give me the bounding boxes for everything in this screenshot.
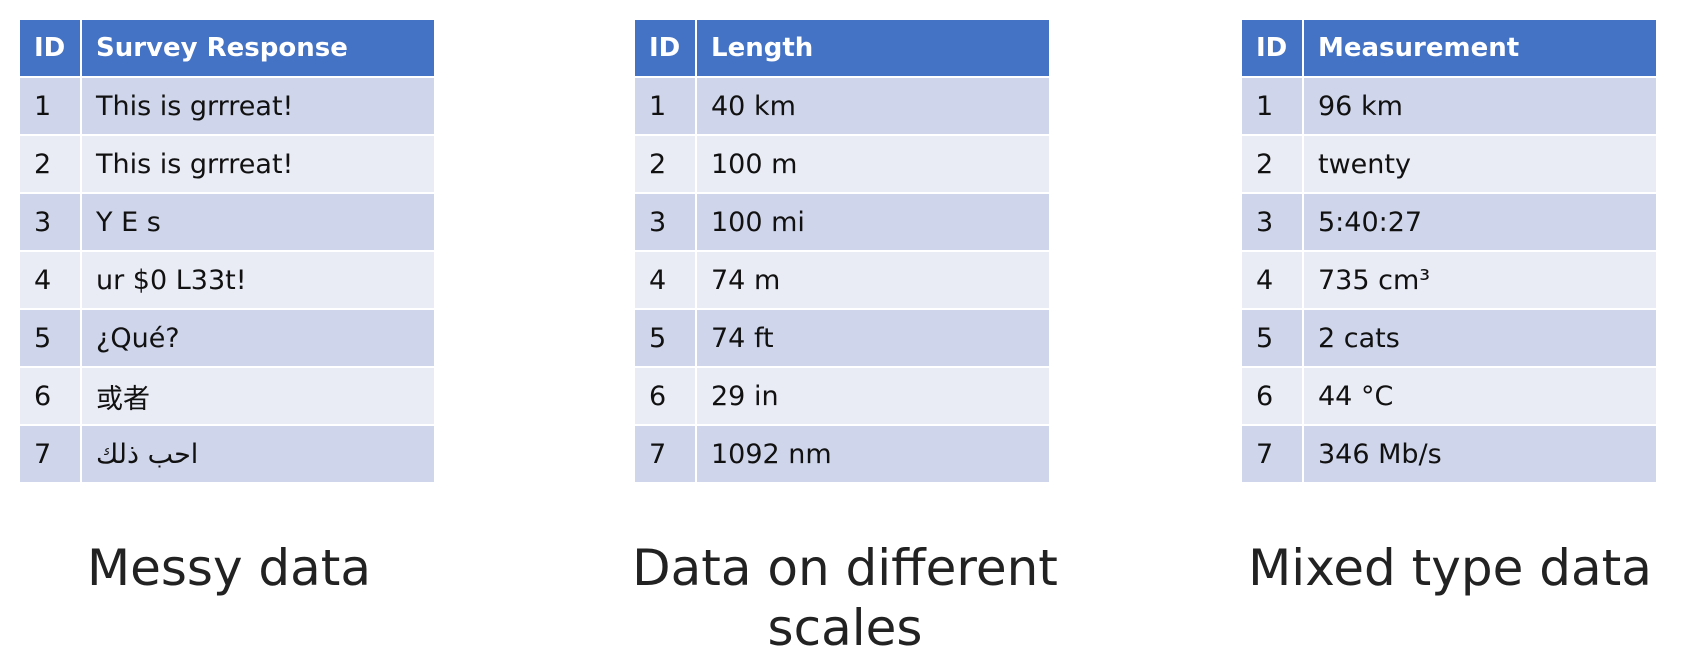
table-header-row: ID Length	[635, 20, 1049, 76]
table-row: 7 1092 nm	[635, 426, 1049, 482]
mixed-type-panel: ID Measurement 1 96 km 2 twenty 3 5:40:27 4 735…	[1242, 20, 1660, 484]
id-column-header: ID	[1242, 20, 1302, 76]
table-row: 1 This is grrreat!	[20, 78, 434, 134]
id-cell: 2	[20, 136, 80, 192]
table-row: 4 ur $0 L33t!	[20, 252, 434, 308]
id-cell: 6	[635, 368, 695, 424]
table-row: 6 或者	[20, 368, 434, 424]
table-row: 2 This is grrreat!	[20, 136, 434, 192]
different-scales-panel: ID Length 1 40 km 2 100 m 3 100 mi 4 74 m 5 74 ft…	[635, 20, 1053, 484]
value-cell: This is grrreat!	[82, 78, 434, 134]
id-column-header: ID	[635, 20, 695, 76]
survey-response-column-header: Survey Response	[82, 20, 434, 76]
value-cell: 2 cats	[1304, 310, 1656, 366]
id-cell: 5	[1242, 310, 1302, 366]
table-row: 4 74 m	[635, 252, 1049, 308]
id-cell: 3	[1242, 194, 1302, 250]
id-cell: 6	[20, 368, 80, 424]
table-row: 3 100 mi	[635, 194, 1049, 250]
value-cell: 29 in	[697, 368, 1049, 424]
id-cell: 4	[20, 252, 80, 308]
table-row: 7 346 Mb/s	[1242, 426, 1656, 482]
table-header-row: ID Survey Response	[20, 20, 434, 76]
table-row: 7 احب ذلك	[20, 426, 434, 482]
id-cell: 1	[20, 78, 80, 134]
length-column-header: Length	[697, 20, 1049, 76]
value-cell: 1092 nm	[697, 426, 1049, 482]
value-cell: 44 °C	[1304, 368, 1656, 424]
value-cell: 735 cm³	[1304, 252, 1656, 308]
id-cell: 3	[20, 194, 80, 250]
value-cell: 100 mi	[697, 194, 1049, 250]
table-row: 5 74 ft	[635, 310, 1049, 366]
id-cell: 3	[635, 194, 695, 250]
length-table: ID Length 1 40 km 2 100 m 3 100 mi 4 74 m 5 74 ft…	[633, 18, 1051, 484]
id-cell: 2	[1242, 136, 1302, 192]
id-cell: 4	[635, 252, 695, 308]
id-cell: 4	[1242, 252, 1302, 308]
measurement-column-header: Measurement	[1304, 20, 1656, 76]
messy-data-panel: ID Survey Response 1 This is grrreat! 2 Thi…	[20, 20, 438, 484]
value-cell: احب ذلك	[82, 426, 434, 482]
value-cell: 74 m	[697, 252, 1049, 308]
table-row: 1 96 km	[1242, 78, 1656, 134]
table-row: 5 ¿Qué?	[20, 310, 434, 366]
measurement-table: ID Measurement 1 96 km 2 twenty 3 5:40:27 4 735…	[1240, 18, 1658, 484]
mixed-type-caption: Mixed type data	[1248, 539, 1652, 597]
id-cell: 1	[635, 78, 695, 134]
value-cell: This is grrreat!	[82, 136, 434, 192]
survey-response-table: ID Survey Response 1 This is grrreat! 2 Thi…	[18, 18, 436, 484]
value-cell: ¿Qué?	[82, 310, 434, 366]
value-cell: 40 km	[697, 78, 1049, 134]
value-cell: 或者	[82, 368, 434, 424]
id-cell: 6	[1242, 368, 1302, 424]
id-cell: 5	[635, 310, 695, 366]
table-row: 6 44 °C	[1242, 368, 1656, 424]
table-header-row: ID Measurement	[1242, 20, 1656, 76]
table-row: 3 5:40:27	[1242, 194, 1656, 250]
table-row: 4 735 cm³	[1242, 252, 1656, 308]
value-cell: twenty	[1304, 136, 1656, 192]
table-row: 2 100 m	[635, 136, 1049, 192]
id-cell: 1	[1242, 78, 1302, 134]
messy-data-caption: Messy data	[86, 539, 372, 597]
value-cell: ur $0 L33t!	[82, 252, 434, 308]
id-cell: 2	[635, 136, 695, 192]
table-row: 6 29 in	[635, 368, 1049, 424]
different-scales-caption: Data on different scales	[632, 539, 1058, 657]
value-cell: 96 km	[1304, 78, 1656, 134]
value-cell: 5:40:27	[1304, 194, 1656, 250]
value-cell: Y E s	[82, 194, 434, 250]
value-cell: 346 Mb/s	[1304, 426, 1656, 482]
table-row: 2 twenty	[1242, 136, 1656, 192]
id-cell: 7	[1242, 426, 1302, 482]
value-cell: 74 ft	[697, 310, 1049, 366]
value-cell: 100 m	[697, 136, 1049, 192]
id-column-header: ID	[20, 20, 80, 76]
id-cell: 5	[20, 310, 80, 366]
id-cell: 7	[635, 426, 695, 482]
table-row: 1 40 km	[635, 78, 1049, 134]
id-cell: 7	[20, 426, 80, 482]
